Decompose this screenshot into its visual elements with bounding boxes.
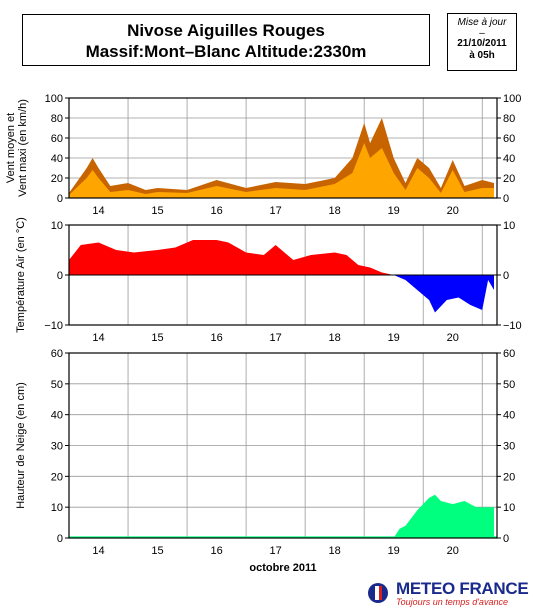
temp-ytick-left: 10 [51, 220, 63, 232]
snow-ytick-left: 0 [57, 533, 63, 545]
title-line-1: Nivose Aiguilles Rouges [127, 21, 325, 40]
update-date: 21/10/2011 [457, 38, 507, 49]
wind-xtick: 15 [151, 205, 163, 217]
snow-ytick-right: 50 [503, 379, 515, 391]
wind-xtick: 20 [447, 205, 459, 217]
temp-xtick: 17 [269, 332, 281, 344]
temp-xtick: 19 [388, 332, 400, 344]
snow-xtick: 18 [329, 545, 341, 557]
temp-ylabel: Température Air (en °C) [15, 217, 27, 333]
wind-ytick-right: 40 [503, 153, 515, 165]
update-dash: – [479, 28, 485, 39]
wind-ytick-left: 60 [51, 133, 63, 145]
month-label: octobre 2011 [249, 562, 316, 574]
temp-xtick: 20 [447, 332, 459, 344]
wind-ytick-left: 100 [45, 93, 63, 105]
snow-xtick: 20 [447, 545, 459, 557]
title-line-2: Massif:Mont–Blanc Altitude:2330m [85, 42, 367, 61]
snow-ytick-right: 10 [503, 502, 515, 514]
temp-frame [68, 224, 498, 326]
wind-mean-area [69, 143, 494, 198]
wind-xtick: 18 [329, 205, 341, 217]
snow-ytick-left: 40 [51, 410, 63, 422]
snow-ytick-left: 60 [51, 348, 63, 360]
wind-xtick: 17 [269, 205, 281, 217]
temp-xtick: 18 [329, 332, 341, 344]
temp-xtick: 14 [92, 332, 104, 344]
wind-ytick-right: 80 [503, 113, 515, 125]
logo-name: METEO FRANCE [396, 579, 529, 598]
logo-tagline: Toujours un temps d'avance [396, 597, 508, 607]
snow-ytick-left: 20 [51, 471, 63, 483]
temp-ytick-left: 0 [57, 270, 63, 282]
temp-ytick-right: 0 [503, 270, 509, 282]
wind-ylabel-line-1: Vent moyen et [5, 113, 17, 183]
meteo-france-logo-icon [368, 583, 388, 603]
temp-xtick: 16 [210, 332, 222, 344]
snow-depth-area [69, 494, 494, 538]
snow-ytick-left: 10 [51, 502, 63, 514]
snow-ytick-left: 30 [51, 441, 63, 453]
wind-ytick-right: 60 [503, 133, 515, 145]
wind-ytick-right: 100 [503, 93, 521, 105]
snow-ytick-right: 40 [503, 410, 515, 422]
wind-ytick-left: 80 [51, 113, 63, 125]
wind-ytick-right: 0 [503, 193, 509, 205]
snow-ylabel: Hauteur de Neige (en cm) [15, 382, 27, 509]
snow-xtick: 19 [388, 545, 400, 557]
temp-negative-area [69, 275, 494, 313]
update-label: Mise à jour [457, 17, 507, 28]
snow-xtick: 15 [151, 545, 163, 557]
title-box: Nivose Aiguilles Rouges Massif:Mont–Blan… [22, 14, 430, 66]
wind-frame [68, 97, 498, 199]
meteo-france-logo: METEO FRANCE Toujours un temps d'avance [366, 580, 531, 608]
snow-ytick-right: 30 [503, 441, 515, 453]
update-box: Mise à jour – 21/10/2011 à 05h [447, 13, 517, 71]
temp-ytick-right: −10 [503, 320, 522, 332]
snow-xtick: 14 [92, 545, 104, 557]
snow-xtick: 16 [210, 545, 222, 557]
snow-ytick-left: 50 [51, 379, 63, 391]
wind-ylabel-line-2: Vent maxi (en km/h) [17, 99, 29, 197]
temp-ytick-right: 10 [503, 220, 515, 232]
snow-ytick-right: 0 [503, 533, 509, 545]
wind-ytick-left: 20 [51, 173, 63, 185]
wind-xtick: 19 [388, 205, 400, 217]
temp-positive-area [69, 240, 494, 275]
update-time: à 05h [469, 50, 495, 61]
temp-xtick: 15 [151, 332, 163, 344]
snow-ytick-right: 20 [503, 471, 515, 483]
wind-ytick-left: 40 [51, 153, 63, 165]
wind-xtick: 14 [92, 205, 104, 217]
snow-frame [68, 352, 498, 539]
snow-xtick: 17 [269, 545, 281, 557]
wind-ytick-right: 20 [503, 173, 515, 185]
snow-ytick-right: 60 [503, 348, 515, 360]
temp-ytick-left: −10 [44, 320, 63, 332]
wind-ytick-left: 0 [57, 193, 63, 205]
wind-xtick: 16 [210, 205, 222, 217]
